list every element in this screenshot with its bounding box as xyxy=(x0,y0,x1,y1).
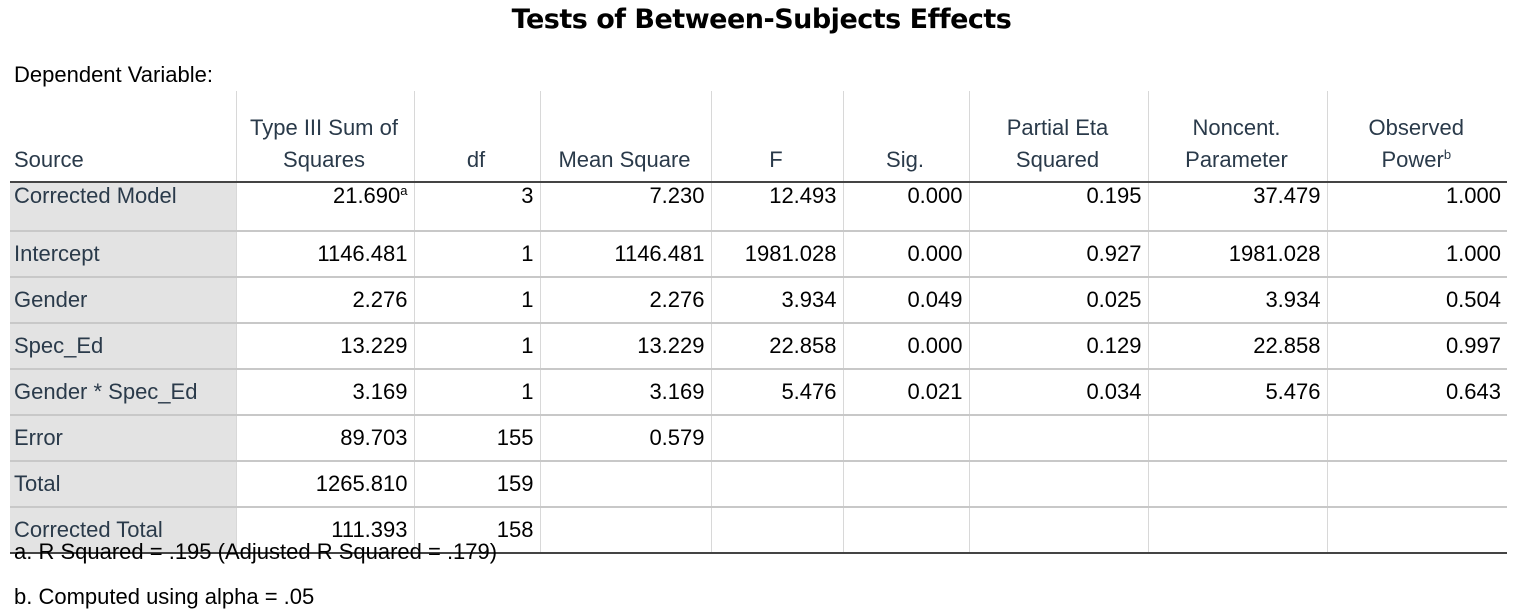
cell-ms: 7.230 xyxy=(539,182,711,232)
cell-f xyxy=(710,415,843,462)
cell-eta xyxy=(968,415,1148,462)
row-source: Intercept xyxy=(10,231,236,278)
cell-power: 0.997 xyxy=(1326,323,1507,370)
cell-ss: 2.276 xyxy=(235,277,414,324)
cell-f: 1981.028 xyxy=(710,231,843,278)
row-source: Error xyxy=(10,415,236,462)
cell-ss: 1146.481 xyxy=(235,231,414,278)
table-row: Gender 2.276 1 2.276 3.934 0.049 0.025 3… xyxy=(10,277,1507,324)
col-header-f: F xyxy=(710,91,843,182)
cell-ss: 13.229 xyxy=(235,323,414,370)
table-row: Corrected Total 111.393 158 xyxy=(10,507,1507,554)
cell-noncent: 22.858 xyxy=(1147,323,1327,370)
table-row: Error 89.703 155 0.579 xyxy=(10,415,1507,462)
cell-df: 3 xyxy=(413,182,540,232)
dependent-variable-label: Dependent Variable: xyxy=(14,62,213,87)
cell-df: 1 xyxy=(413,231,540,278)
table-row: Gender * Spec_Ed 3.169 1 3.169 5.476 0.0… xyxy=(10,369,1507,416)
cell-eta: 0.025 xyxy=(968,277,1148,324)
cell-eta: 0.195 xyxy=(968,182,1148,232)
cell-ss: 3.169 xyxy=(235,369,414,416)
cell-noncent: 3.934 xyxy=(1147,277,1327,324)
cell-ms: 2.276 xyxy=(539,277,711,324)
cell-sig: 0.021 xyxy=(842,369,969,416)
cell-df: 155 xyxy=(413,415,540,462)
row-source: Corrected Model xyxy=(10,182,236,232)
footnote-marker: a xyxy=(400,183,408,198)
cell-ms: 0.579 xyxy=(539,415,711,462)
cell-power: 1.000 xyxy=(1326,231,1507,278)
cell-eta: 0.034 xyxy=(968,369,1148,416)
cell-ss: 21.690a xyxy=(235,182,414,232)
row-source: Corrected Total xyxy=(10,507,236,554)
cell-power: 1.000 xyxy=(1326,182,1507,232)
footnote-b: b. Computed using alpha = .05 xyxy=(14,584,315,609)
col-header-sig: Sig. xyxy=(842,91,969,182)
cell-ms xyxy=(539,507,711,554)
cell-f: 22.858 xyxy=(710,323,843,370)
footnote-a: a. R Squared = .195 (Adjusted R Squared … xyxy=(14,539,498,564)
cell-noncent: 1981.028 xyxy=(1147,231,1327,278)
cell-sig xyxy=(842,507,969,554)
cell-ms: 3.169 xyxy=(539,369,711,416)
anova-table: Source Type III Sum of Squares df Mean Sq… xyxy=(10,91,1507,554)
cell-ms: 13.229 xyxy=(539,323,711,370)
table-row: Corrected Model 21.690a 3 7.230 12.493 0… xyxy=(10,182,1507,232)
cell-noncent xyxy=(1147,507,1327,554)
table-row: Spec_Ed 13.229 1 13.229 22.858 0.000 0.1… xyxy=(10,323,1507,370)
table-row: Total 1265.810 159 xyxy=(10,461,1507,508)
cell-power: 0.643 xyxy=(1326,369,1507,416)
cell-f: 12.493 xyxy=(710,182,843,232)
cell-ss: 1265.810 xyxy=(235,461,414,508)
cell-f xyxy=(710,461,843,508)
cell-df: 158 xyxy=(413,507,540,554)
cell-ss: 89.703 xyxy=(235,415,414,462)
row-source: Gender xyxy=(10,277,236,324)
cell-eta: 0.927 xyxy=(968,231,1148,278)
cell-noncent xyxy=(1147,415,1327,462)
cell-sig: 0.049 xyxy=(842,277,969,324)
footnote-marker: b xyxy=(1443,147,1452,162)
row-source: Gender * Spec_Ed xyxy=(10,369,236,416)
cell-f: 5.476 xyxy=(710,369,843,416)
cell-eta xyxy=(968,507,1148,554)
cell-sig xyxy=(842,461,969,508)
cell-df: 1 xyxy=(413,369,540,416)
cell-noncent xyxy=(1147,461,1327,508)
cell-f: 3.934 xyxy=(710,277,843,324)
cell-eta xyxy=(968,461,1148,508)
col-header-power: Observed Powerb xyxy=(1326,91,1507,182)
cell-power: 0.504 xyxy=(1326,277,1507,324)
cell-ms xyxy=(539,461,711,508)
cell-power xyxy=(1326,415,1507,462)
header-row: Source Type III Sum of Squares df Mean Sq… xyxy=(10,91,1507,182)
table-row: Intercept 1146.481 1 1146.481 1981.028 0… xyxy=(10,231,1507,278)
cell-f xyxy=(710,507,843,554)
col-header-eta: Partial Eta Squared xyxy=(968,91,1148,182)
col-header-ms: Mean Square xyxy=(539,91,711,182)
col-header-source: Source xyxy=(14,147,84,172)
cell-power xyxy=(1326,461,1507,508)
col-header-df: df xyxy=(413,91,540,182)
cell-df: 1 xyxy=(413,277,540,324)
cell-noncent: 37.479 xyxy=(1147,182,1327,232)
cell-ss: 111.393 xyxy=(235,507,414,554)
cell-df: 1 xyxy=(413,323,540,370)
cell-sig xyxy=(842,415,969,462)
cell-sig: 0.000 xyxy=(842,182,969,232)
cell-power xyxy=(1326,507,1507,554)
cell-eta: 0.129 xyxy=(968,323,1148,370)
row-source: Total xyxy=(10,461,236,508)
row-source: Spec_Ed xyxy=(10,323,236,370)
col-header-noncent: Noncent. Parameter xyxy=(1147,91,1327,182)
cell-sig: 0.000 xyxy=(842,231,969,278)
cell-ms: 1146.481 xyxy=(539,231,711,278)
cell-df: 159 xyxy=(413,461,540,508)
table-title: Tests of Between-Subjects Effects xyxy=(511,4,1012,35)
cell-sig: 0.000 xyxy=(842,323,969,370)
cell-noncent: 5.476 xyxy=(1147,369,1327,416)
col-header-ss: Type III Sum of Squares xyxy=(235,91,414,182)
